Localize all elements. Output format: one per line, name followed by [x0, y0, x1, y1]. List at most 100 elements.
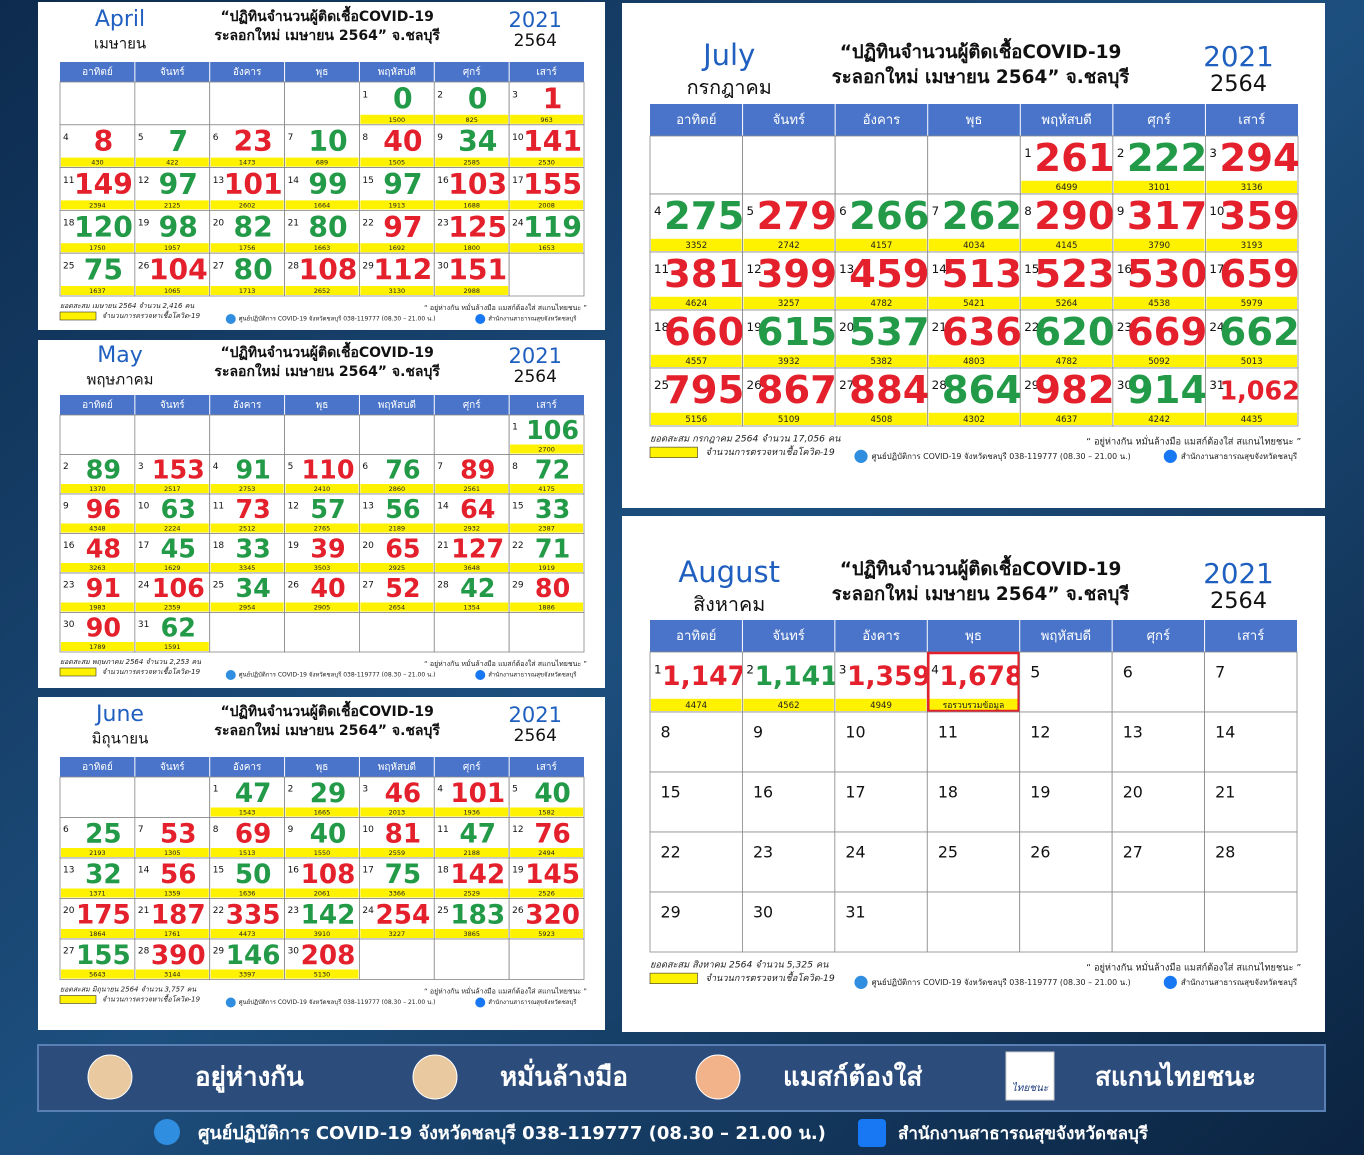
weekday-label: เสาร์: [1238, 112, 1265, 128]
test-count: 1653: [538, 244, 555, 252]
case-count: 155: [523, 168, 582, 201]
case-count: 290: [1034, 194, 1114, 239]
legend-text: จำนวนการตรวจหาเชื้อโควิด-19: [102, 310, 201, 320]
case-count: 7: [168, 125, 188, 158]
test-bar: [61, 929, 134, 938]
test-count: 1513: [239, 849, 256, 857]
case-count: 335: [226, 900, 281, 930]
test-bar: [435, 114, 509, 124]
case-count: 1,062: [1219, 375, 1299, 405]
test-count: 1305: [164, 849, 181, 857]
test-bar: [743, 238, 835, 251]
case-count: 48: [86, 533, 121, 563]
test-count: 2193: [89, 849, 106, 857]
day-cell: [834, 891, 928, 953]
case-count: 636: [942, 310, 1022, 355]
slogan-quote: “ อยู่ห่างกัน หมั่นล้างมือ แมสก์ต้องใส่ …: [424, 303, 587, 312]
case-count: 175: [76, 900, 131, 930]
test-count: 1543: [239, 809, 256, 817]
test-count: 4175: [538, 485, 555, 493]
day-cell: [1019, 771, 1113, 833]
test-count: 2013: [389, 809, 406, 817]
test-bar: [1113, 412, 1205, 425]
case-count: 127: [451, 533, 504, 563]
day-number: 5: [512, 785, 518, 795]
test-count: 825: [466, 116, 478, 124]
day-number: 24: [362, 906, 374, 916]
day-number: 24: [138, 580, 150, 590]
facebook-icon: [475, 314, 486, 324]
day-cell: [359, 938, 435, 980]
day-cell: [134, 81, 211, 126]
day-number: 6: [362, 462, 368, 472]
test-bar: [435, 888, 509, 898]
weekday-label: พุธ: [316, 762, 329, 773]
facebook-icon: [1163, 449, 1177, 463]
case-count: 10: [308, 125, 347, 158]
case-count: 71: [535, 533, 570, 563]
day-number: 19: [747, 320, 762, 334]
day-number: 26: [1030, 843, 1050, 862]
day-number: 8: [213, 825, 219, 835]
test-bar: [510, 200, 583, 210]
test-count: 2925: [389, 564, 406, 572]
contact-line: ศูนย์ปฏิบัติการ COVID-19 จังหวัดชลบุรี 0…: [198, 1122, 826, 1145]
case-count: 81: [385, 819, 422, 849]
test-count: 5092: [1148, 357, 1170, 367]
test-count: 3345: [239, 564, 256, 572]
pending-highlight: [927, 651, 1020, 713]
case-count: 294: [1219, 136, 1299, 181]
case-count: 65: [385, 533, 420, 563]
test-bar: [360, 888, 434, 898]
legend-swatch: [649, 972, 698, 984]
case-count: 90: [86, 612, 121, 642]
case-count: 0: [468, 82, 488, 115]
test-count: 4348: [89, 525, 106, 533]
test-bar: [135, 243, 209, 253]
test-count: 4508: [871, 415, 893, 425]
test-count: 1473: [239, 159, 256, 167]
case-count: 359: [1219, 194, 1299, 239]
test-bar: [435, 848, 509, 857]
day-cell: [649, 771, 743, 833]
test-count: 2954: [239, 604, 256, 612]
day-number: 30: [753, 903, 773, 922]
test-bar: [61, 157, 134, 167]
case-count: 64: [460, 494, 495, 524]
facebook-name: สำนักงานสาธารณสุขจังหวัดชลบุรี: [1181, 978, 1298, 987]
day-number: 7: [1215, 663, 1225, 682]
day-number: 20: [362, 541, 374, 551]
day-number: 6: [213, 133, 219, 143]
phone-icon: [225, 997, 236, 1008]
app-icon: [1005, 1051, 1055, 1101]
month-thai: กรกฎาคม: [687, 76, 772, 99]
day-number: 22: [213, 906, 224, 916]
facebook-icon: [475, 997, 486, 1008]
day-cell: [359, 612, 435, 653]
case-count: 45: [161, 533, 196, 563]
case-count: 98: [159, 211, 198, 244]
day-number: 15: [213, 866, 224, 876]
day-number: 26: [512, 906, 524, 916]
day-cell: [926, 831, 1021, 893]
day-number: 5: [288, 462, 294, 472]
test-count: 1505: [389, 159, 406, 167]
legend-text: จำนวนการตรวจหาเชื้อโควิด-19: [705, 971, 834, 984]
weekday-label: ศุกร์: [463, 66, 481, 78]
test-bar: [1021, 238, 1112, 251]
day-number: 16: [1117, 262, 1132, 276]
test-count: 3263: [89, 564, 106, 572]
month-english: August: [678, 555, 780, 589]
test-bar: [743, 296, 835, 309]
day-number: 19: [512, 866, 524, 876]
day-cell: [742, 891, 836, 953]
test-bar: [510, 807, 583, 817]
test-count: 1761: [164, 930, 181, 938]
day-number: 25: [437, 906, 448, 916]
test-count: 1500: [389, 116, 406, 124]
test-bar: [360, 848, 434, 857]
day-cell: [742, 831, 836, 893]
weekday-label: พฤหัสบดี: [378, 399, 416, 411]
test-bar: [510, 888, 583, 898]
month-thai: เมษายน: [94, 35, 146, 53]
